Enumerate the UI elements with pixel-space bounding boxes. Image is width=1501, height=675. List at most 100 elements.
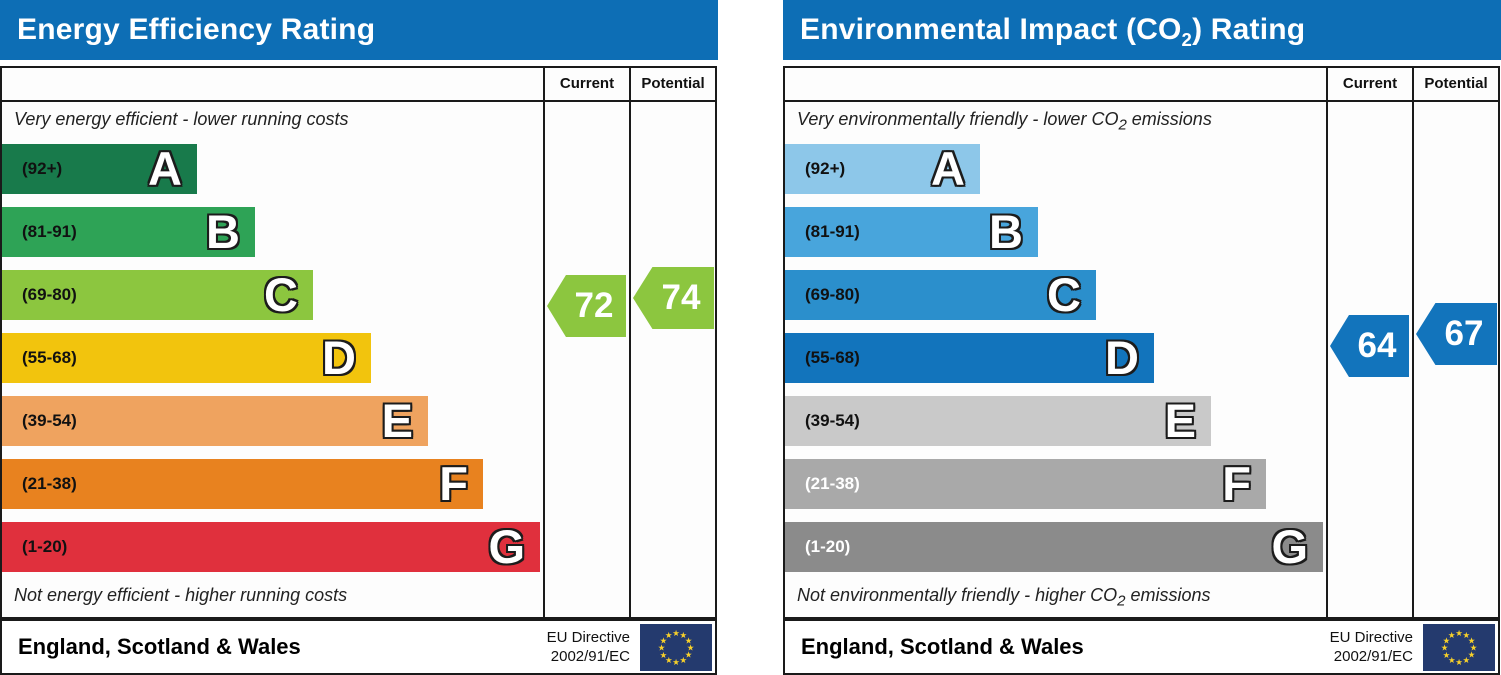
band-a: (92+) A (2, 141, 197, 195)
svg-text:★: ★ (1468, 649, 1476, 659)
current-rating-arrow: 72 (547, 275, 626, 337)
potential-column-header: Potential (1424, 75, 1488, 92)
band-f-range: (21-38) (22, 473, 77, 493)
current-rating-value: 64 (1357, 326, 1397, 365)
band-b: (81-91) B (785, 204, 1038, 258)
svg-text:★: ★ (685, 635, 693, 645)
svg-text:★: ★ (660, 635, 668, 645)
band-g-range: (1-20) (805, 536, 851, 556)
band-e-letter: E (1164, 393, 1196, 447)
svg-text:★: ★ (1441, 642, 1449, 652)
region-label: England, Scotland & Wales (801, 634, 1084, 659)
band-e-range: (39-54) (805, 410, 860, 430)
band-g: (1-20) G (2, 519, 540, 573)
band-d: (55-68) D (2, 330, 371, 384)
rating-bands: Very energy efficient - lower running co… (2, 102, 543, 619)
band-b-letter: B (206, 204, 240, 258)
panel-footer: England, Scotland & Wales EU Directive 20… (0, 619, 717, 675)
potential-rating-value: 67 (1444, 314, 1484, 353)
band-e: (39-54) E (785, 393, 1211, 447)
panel-title-text: Energy Efficiency Rating (17, 13, 376, 46)
eu-flag-icon: ★ ★★★★★★★★★★★ (1423, 623, 1495, 671)
band-d: (55-68) D (785, 330, 1154, 384)
potential-rating-value: 74 (661, 278, 701, 317)
bottom-caption: Not environmentally friendly - higher CO… (797, 584, 1211, 610)
environmental-impact-title: Environmental Impact (CO2) Rating (783, 0, 1501, 60)
svg-text:★: ★ (672, 628, 680, 638)
svg-text:★: ★ (1455, 657, 1463, 667)
region-label: England, Scotland & Wales (18, 634, 301, 659)
band-a-range: (92+) (22, 158, 63, 178)
current-column-header: Current (559, 75, 615, 92)
top-caption: Very energy efficient - lower running co… (14, 109, 349, 129)
svg-text:★: ★ (1443, 635, 1451, 645)
band-d-range: (55-68) (22, 347, 77, 367)
band-g-range: (1-20) (22, 536, 68, 556)
potential-rating-arrow: 67 (1416, 303, 1497, 365)
svg-text:★: ★ (1443, 649, 1451, 659)
band-f-letter: F (1222, 456, 1251, 510)
band-d-letter: D (322, 330, 356, 384)
current-column-header: Current (1342, 75, 1398, 92)
potential-column-divider (1412, 68, 1414, 617)
band-c: (69-80) C (2, 267, 313, 321)
column-header-row: Current Potential (2, 68, 715, 102)
svg-text:★: ★ (1448, 655, 1456, 665)
panel-footer: England, Scotland & Wales EU Directive 20… (783, 619, 1500, 675)
svg-text:★: ★ (660, 649, 668, 659)
svg-text:★: ★ (685, 649, 693, 659)
potential-column-header: Potential (641, 75, 705, 92)
svg-text:★: ★ (1448, 629, 1456, 639)
band-g-letter: G (1271, 519, 1308, 573)
svg-text:★: ★ (679, 655, 687, 665)
band-f-letter: F (439, 456, 468, 510)
band-e: (39-54) E (2, 393, 428, 447)
band-f: (21-38) F (2, 456, 483, 510)
svg-text:★: ★ (1470, 642, 1478, 652)
environmental-impact-panel: Environmental Impact (CO2) Rating Curren… (783, 0, 1501, 675)
eu-directive-label: EU Directive 2002/91/EC (546, 629, 630, 665)
band-c-letter: C (264, 267, 298, 321)
current-column-divider (1326, 68, 1328, 617)
band-c-range: (69-80) (805, 284, 860, 304)
co2-rating-chart: Current Potential Very environmentally f… (783, 66, 1500, 619)
svg-text:★: ★ (665, 655, 673, 665)
energy-efficiency-title: Energy Efficiency Rating (0, 0, 718, 60)
band-b-letter: B (989, 204, 1023, 258)
band-c-letter: C (1047, 267, 1081, 321)
column-header-row: Current Potential (785, 68, 1498, 102)
current-rating-value: 72 (574, 286, 614, 325)
band-b-range: (81-91) (22, 221, 77, 241)
eu-directive-label: EU Directive 2002/91/EC (1329, 629, 1413, 665)
band-a-letter: A (148, 141, 182, 195)
panel-title-text: Environmental Impact (CO (800, 13, 1182, 46)
band-b-range: (81-91) (805, 221, 860, 241)
current-column-divider (543, 68, 545, 617)
svg-text:★: ★ (658, 642, 666, 652)
band-d-letter: D (1105, 330, 1139, 384)
potential-column-divider (629, 68, 631, 617)
svg-text:★: ★ (1462, 629, 1470, 639)
rating-bands: Very environmentally friendly - lower CO… (785, 102, 1326, 619)
band-b: (81-91) B (2, 204, 255, 258)
band-c-range: (69-80) (22, 284, 77, 304)
panel-title-post: ) Rating (1192, 13, 1306, 46)
band-g-letter: G (488, 519, 525, 573)
svg-text:★: ★ (672, 657, 680, 667)
eu-flag-icon: ★ ★★★★★★★★★★★ (640, 623, 712, 671)
current-rating-arrow: 64 (1330, 315, 1409, 377)
band-e-letter: E (381, 393, 413, 447)
band-a-range: (92+) (805, 158, 846, 178)
band-e-range: (39-54) (22, 410, 77, 430)
energy-efficiency-panel: Energy Efficiency Rating Current Potenti… (0, 0, 718, 675)
band-f-range: (21-38) (805, 473, 860, 493)
top-caption: Very environmentally friendly - lower CO… (797, 109, 1212, 134)
svg-text:★: ★ (679, 629, 687, 639)
bottom-caption: Not energy efficient - higher running co… (14, 584, 348, 605)
energy-rating-chart: Current Potential Very energy efficient … (0, 66, 717, 619)
svg-text:★: ★ (1468, 635, 1476, 645)
band-a: (92+) A (785, 141, 980, 195)
band-a-letter: A (931, 141, 965, 195)
band-d-range: (55-68) (805, 347, 860, 367)
